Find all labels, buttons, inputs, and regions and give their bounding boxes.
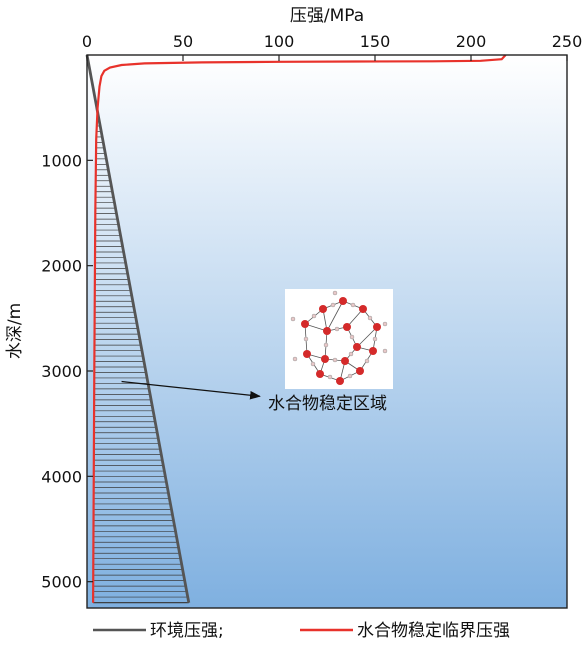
y-tick-label: 5000 <box>41 573 82 592</box>
hatched-region <box>93 120 189 604</box>
plot-frame <box>86 54 568 609</box>
x-tick-label: 0 <box>82 32 92 51</box>
y-tick-label: 2000 <box>41 257 82 276</box>
legend-label-critical-pressure: 水合物稳定临界压强 <box>357 621 510 641</box>
y-axis-title: 水深/m <box>5 303 25 359</box>
x-tick-label: 200 <box>456 32 487 51</box>
hydrate-molecule-image <box>285 289 393 389</box>
annotation-arrow <box>121 380 261 400</box>
y-tick-label: 1000 <box>41 151 82 170</box>
series-line-ambient-pressure <box>85 54 191 603</box>
series-line-critical-pressure <box>92 54 507 603</box>
x-tick-label: 100 <box>264 32 295 51</box>
x-axis-title: 压强/MPa <box>290 6 364 26</box>
series-lines <box>85 54 507 603</box>
x-tick-label: 50 <box>173 32 193 51</box>
y-tick-label: 3000 <box>41 362 82 381</box>
y-axis: 1000 2000 3000 4000 5000 <box>41 151 93 592</box>
x-tick-label: 250 <box>552 32 583 51</box>
x-axis: 0 50 100 150 200 250 <box>82 32 582 61</box>
legend: 环境压强; 水合物稳定临界压强 <box>93 621 510 641</box>
annotation-label: 水合物稳定区域 <box>268 394 387 414</box>
y-tick-label: 4000 <box>41 467 82 486</box>
legend-label-ambient-pressure: 环境压强; <box>150 621 224 641</box>
x-tick-label: 150 <box>360 32 391 51</box>
